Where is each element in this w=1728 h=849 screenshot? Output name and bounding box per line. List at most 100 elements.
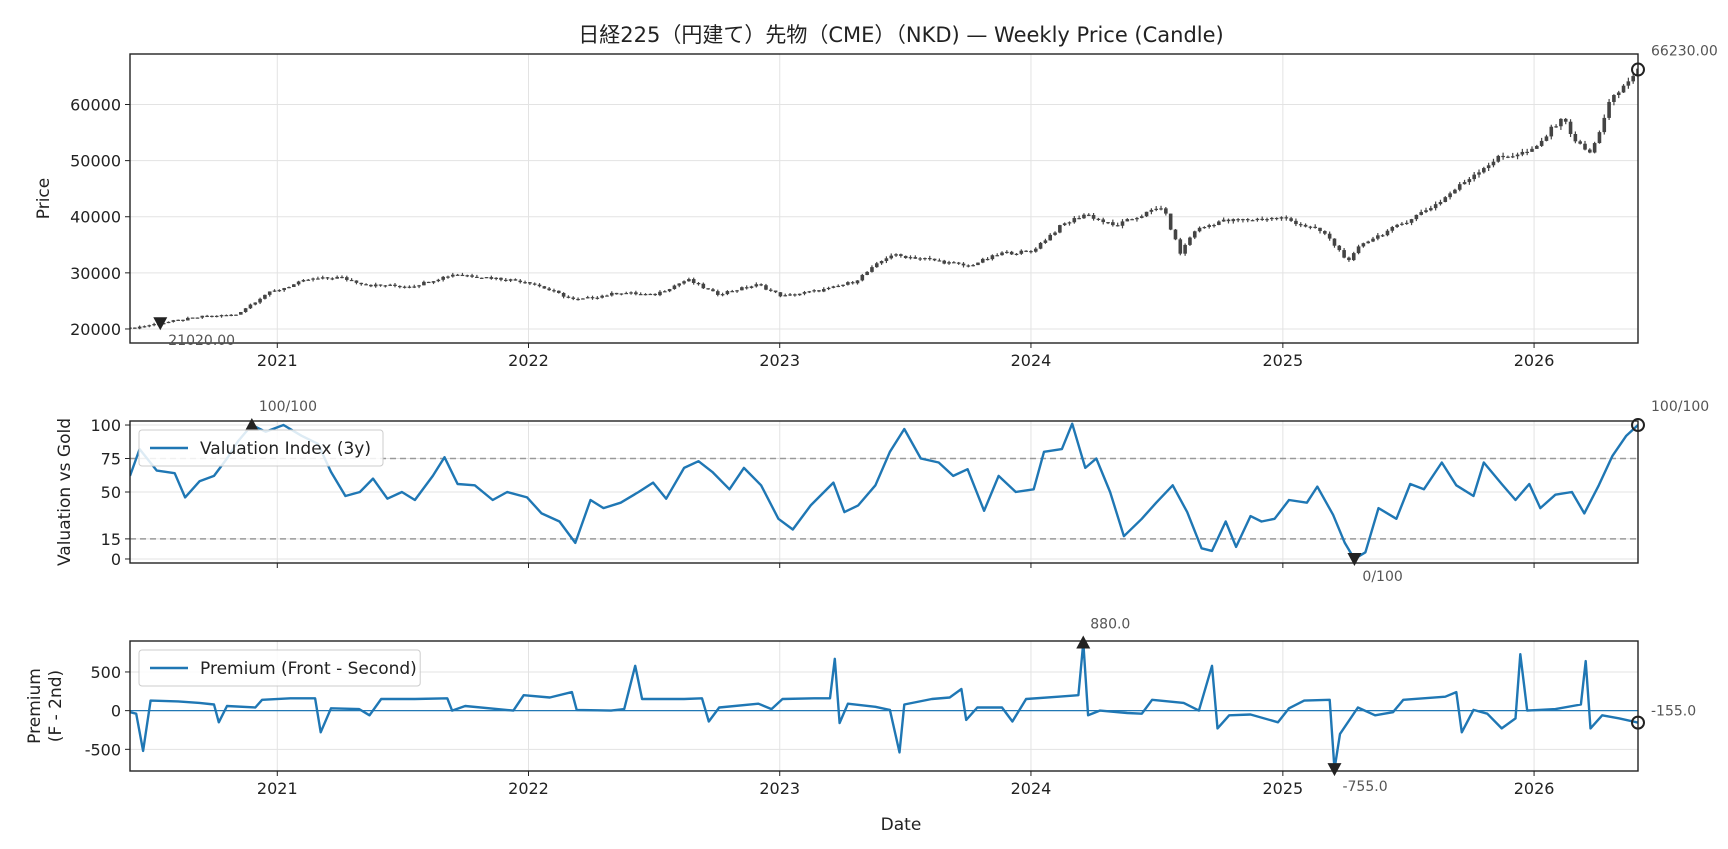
candle-body [1626,81,1631,86]
plot-area [130,641,1638,771]
candle-body [335,276,339,279]
candle-body [725,291,730,295]
y-axis-label-line: (F - 2nd) [46,670,66,742]
candle-body [1009,251,1014,255]
candle-body [826,287,831,290]
candle-body [1501,155,1505,158]
candle-body [532,283,537,285]
candle-body [1602,117,1607,133]
candle-body [624,292,629,295]
candle-body [1616,92,1621,96]
candle-body [1192,231,1197,238]
candle-body [985,258,990,261]
candle-body [1202,226,1207,229]
candle-body [817,290,821,292]
candle-body [325,277,330,279]
candle-body [402,286,407,288]
candle-body [1404,222,1409,225]
candle-body [431,281,436,283]
candle-body [884,258,889,262]
x-tick-label: 2026 [1514,351,1555,370]
candle-body [542,286,547,289]
candle-body [1033,248,1038,252]
candle-body [1144,211,1149,217]
candle-body [976,262,980,266]
x-tick-label: 2025 [1262,779,1303,798]
candle-body [807,291,812,293]
candle-body [894,254,898,256]
max-marker [1076,635,1091,649]
candle-body [1086,214,1091,216]
candle-body [773,290,778,293]
candle-body [426,281,431,284]
candle-body [1183,244,1187,254]
candle-body [682,281,686,284]
candle-body [417,285,421,287]
candle-body [566,296,571,298]
candle-body [831,286,836,288]
candle-body [1597,132,1602,144]
candle-body [1053,232,1057,235]
candle-body [195,317,200,319]
candle-body [768,289,773,291]
plot-area [130,68,1638,330]
candle-body [1539,140,1544,146]
candle-body [874,263,879,268]
candle-body [706,288,710,290]
candle-body [1226,219,1231,222]
candle-body [499,277,503,280]
candle-body [349,279,354,282]
min-marker [1347,552,1362,566]
candle-body [475,276,479,279]
legend-box [138,649,421,687]
x-tick-label: 2024 [1011,351,1052,370]
candle-body [1588,149,1592,153]
candle-body [1111,222,1115,226]
candle-body [373,284,378,287]
candle-body [1173,229,1178,240]
candle-body [1082,214,1086,219]
candle-body [1323,231,1327,234]
candle-body [1544,136,1549,141]
candle-body [354,280,359,283]
candle-body [465,275,470,277]
candle-body [214,315,219,318]
candle-body [1395,224,1399,228]
candle-body [1361,243,1366,247]
candle-body [1207,225,1212,227]
candle-body [667,289,672,292]
candle-body [412,286,417,288]
max-annotation: 880.0 [1090,617,1130,633]
candle-body [788,294,792,296]
candle-body [1347,257,1351,261]
candle-body [561,292,566,297]
last-annotation: 66230.00 [1651,44,1718,60]
candle-body [590,297,595,299]
candle-body [210,315,214,318]
candle-body [547,288,551,291]
candle-body [687,279,691,282]
candle-body [1005,251,1009,254]
last-marker [1631,715,1645,730]
candle-body [388,284,392,286]
candle-body [1101,219,1106,223]
candle-body [205,315,209,317]
candle-body [966,265,971,267]
candle-body [662,291,667,293]
candle-body [1164,208,1168,214]
candle-body [450,274,455,277]
candle-body [1554,126,1558,128]
candle-body [1149,209,1154,212]
legend-label: Premium (Front - Second) [200,659,417,679]
candle-body [1530,148,1534,152]
candle-body [1024,250,1028,252]
candle-body [1130,219,1134,221]
candle-body [778,292,783,297]
candle-body [556,290,561,293]
x-tick-label: 2022 [508,779,549,798]
candle-body [1168,213,1173,230]
candle-body [614,292,619,295]
candle-body [1038,242,1043,249]
